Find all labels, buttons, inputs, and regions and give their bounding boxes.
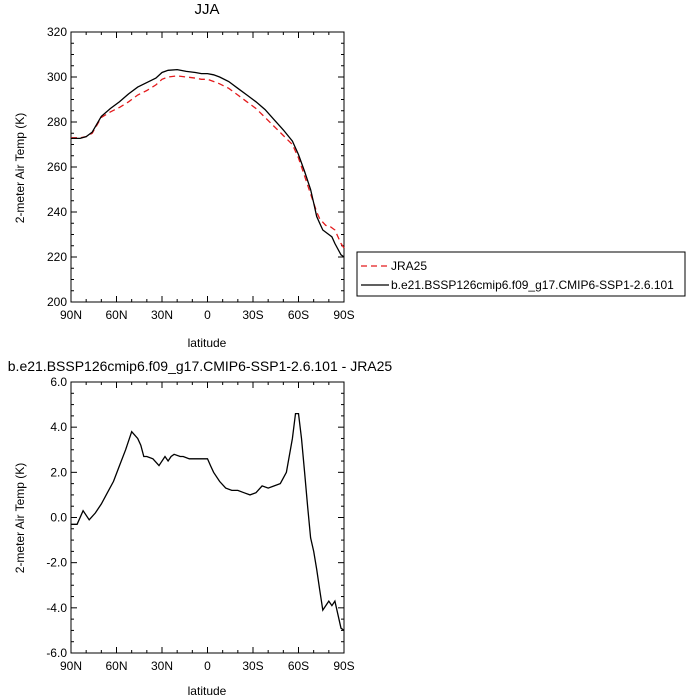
bottom-x-tick-label: 30N: [151, 659, 173, 673]
top-series-line-0: [71, 75, 345, 249]
top-x-tick-label: 60N: [105, 308, 127, 322]
bottom-y-tick-label: 4.0: [50, 420, 67, 434]
top-panel: JJA 2-meter Air Temp (K) latitude 90N 60N…: [13, 1, 355, 350]
bottom-x-axis-label: latitude: [188, 684, 227, 698]
top-x-tick-label: 30N: [151, 308, 173, 322]
bottom-y-axis-label: 2-meter Air Temp (K): [13, 463, 27, 573]
legend-label-model: b.e21.BSSP126cmip6.f09_g17.CMIP6-SSP1-2.…: [391, 278, 674, 292]
top-x-axis-label: latitude: [188, 336, 227, 350]
bottom-y-tick-label: -2.0: [46, 556, 67, 570]
bottom-plot-frame: [70, 381, 345, 654]
bottom-plot-area: 90N 60N 30N 0 30S 60S 90S -6.0 -4.0 -2.0 0.0 2.0 4.0…: [46, 375, 354, 673]
legend-label-jra25: JRA25: [391, 259, 427, 273]
bottom-series-line-0: [71, 412, 345, 631]
bottom-x-tick-label: 60N: [105, 659, 127, 673]
top-chart-title: JJA: [194, 1, 219, 18]
bottom-x-tick-label: 60S: [288, 659, 309, 673]
bottom-y-tick-label: -4.0: [46, 601, 67, 615]
top-y-tick-label: 260: [47, 160, 67, 174]
top-y-tick-label: 200: [47, 295, 67, 309]
top-x-tick-label: 60S: [288, 308, 309, 322]
top-plot-area: 90N 60N 30N 0 30S 60S 90S 200 220 240 260 280 300 320: [47, 25, 355, 322]
bottom-x-tick-label: 90S: [333, 659, 354, 673]
legend-box: [356, 251, 686, 297]
top-y-tick-label: 280: [47, 115, 67, 129]
bottom-chart-title: b.e21.BSSP126cmip6.f09_g17.CMIP6-SSP1-2.…: [8, 358, 393, 374]
top-y-tick-label: 320: [47, 25, 67, 39]
bottom-x-tick-label: 30S: [242, 659, 263, 673]
top-x-tick-label: 90N: [60, 308, 82, 322]
bottom-y-tick-label: 0.0: [50, 511, 67, 525]
bottom-y-tick-label: -6.0: [46, 646, 67, 660]
bottom-x-tick-label: 90N: [60, 659, 82, 673]
bottom-y-tick-label: 6.0: [50, 375, 67, 389]
bottom-x-tick-label: 0: [204, 659, 211, 673]
top-x-tick-label: 90S: [333, 308, 354, 322]
legend: JRA25 b.e21.BSSP126cmip6.f09_g17.CMIP6-S…: [356, 251, 686, 297]
top-y-tick-label: 240: [47, 205, 67, 219]
top-y-tick-label: 220: [47, 250, 67, 264]
bottom-panel: b.e21.BSSP126cmip6.f09_g17.CMIP6-SSP1-2.…: [8, 358, 393, 698]
top-y-tick-label: 300: [47, 70, 67, 84]
top-x-tick-label: 0: [204, 308, 211, 322]
top-x-tick-label: 30S: [242, 308, 263, 322]
top-y-axis-label: 2-meter Air Temp (K): [13, 113, 27, 223]
top-series-line-1: [71, 68, 345, 258]
bottom-y-tick-label: 2.0: [50, 465, 67, 479]
